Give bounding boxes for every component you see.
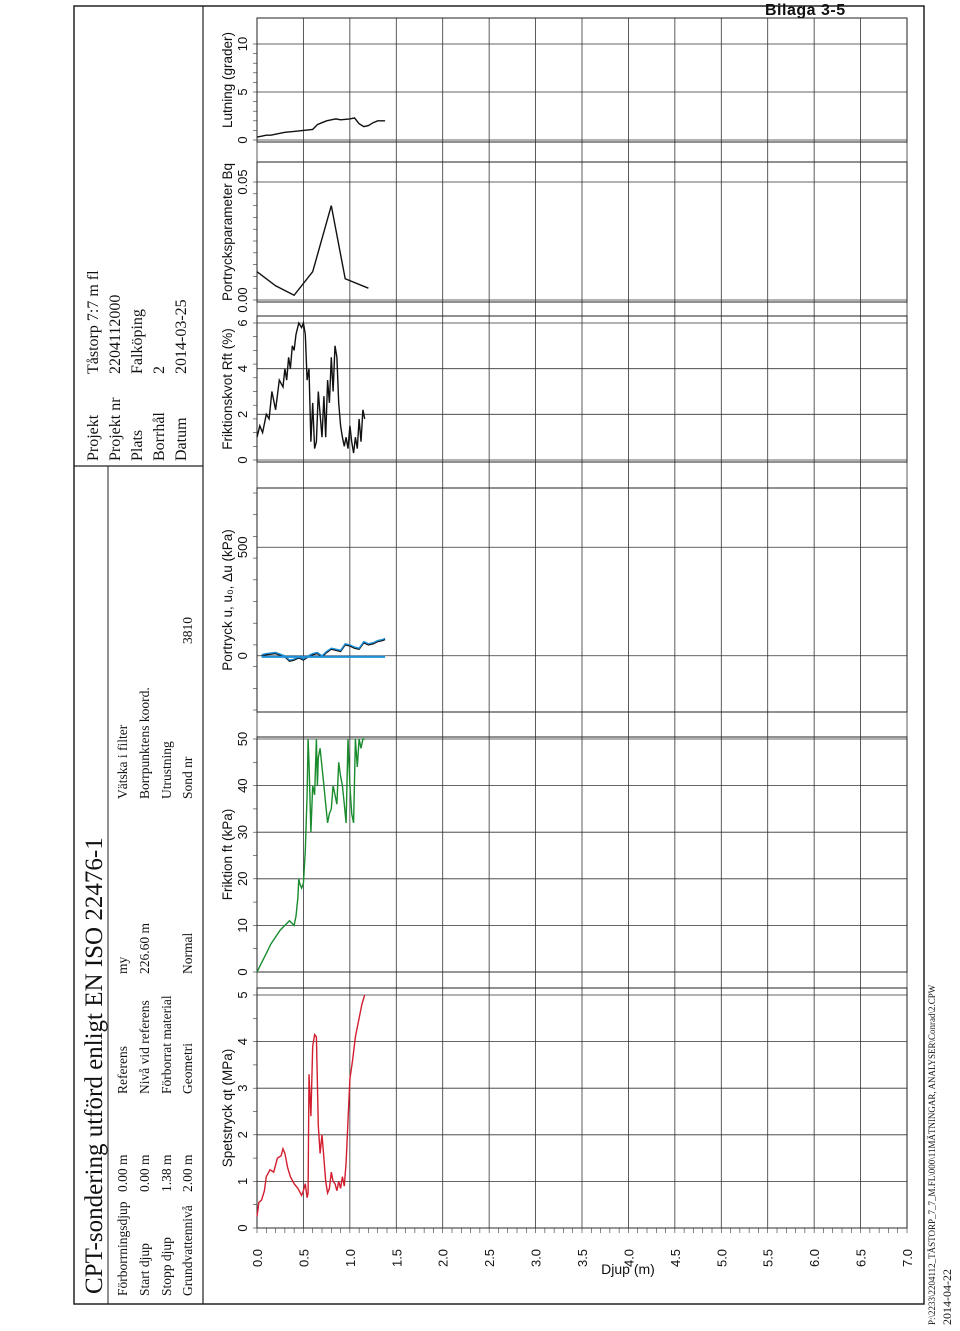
- depth-tick-label: 4.5: [668, 1249, 683, 1267]
- depth-tick-label: 2.5: [482, 1249, 497, 1267]
- header-value-col2-0: my: [115, 956, 130, 974]
- depth-tick-label: 1.0: [343, 1249, 358, 1267]
- header-value-col1-2: 1.38 m: [159, 1154, 174, 1192]
- header-label-col2-1: Nivå vid referens: [137, 1000, 152, 1094]
- depth-tick-label: 1.5: [389, 1249, 404, 1267]
- panel-label-qt: Spetstryck qt (MPa): [220, 1049, 235, 1168]
- panel-label-u: Portryck u, u₀, Δu (kPa): [220, 529, 235, 670]
- value-tick-label-qt: 3: [235, 1085, 250, 1092]
- value-tick-label-rf: 4: [235, 365, 250, 372]
- header-rotated: CPT-sondering utförd enligt EN ISO 22476…: [81, 270, 195, 1296]
- header-value-col3-3: 3810: [180, 617, 195, 644]
- header-label-col3-2: Utrustning: [159, 741, 174, 799]
- value-tick-label-qt: 0: [235, 1224, 250, 1231]
- header-value-col2-3: Normal: [180, 933, 195, 974]
- report-title: CPT-sondering utförd enligt EN ISO 22476…: [81, 837, 108, 1294]
- footer-path: P:\2233\2204112_TÅSTORP_7_7_M.FL\000\11M…: [927, 984, 937, 1325]
- series-line-bq-0: [256, 205, 369, 297]
- value-tick-label-bq: 0.00: [235, 287, 250, 312]
- depth-tick-label: 0.0: [250, 1249, 265, 1267]
- value-tick-label-u: 0: [235, 652, 250, 659]
- series-line-rf-0: [256, 320, 366, 454]
- header-label-col3-1: Borrpunktens koord.: [137, 687, 152, 799]
- header-label-col1-3: Grundvattennivå: [180, 1205, 195, 1296]
- value-tick-label-bq: 0.05: [235, 169, 250, 194]
- value-tick-label-rf: 0: [235, 456, 250, 463]
- appendix-label: Bilaga 3-5: [765, 2, 846, 19]
- value-tick-label-ft: 0: [235, 968, 250, 975]
- panel-frame-lutning: [256, 17, 908, 143]
- project-label-4: Datum: [173, 417, 190, 461]
- project-label-1: Projekt nr: [107, 397, 124, 461]
- project-label-3: Borrhål: [151, 412, 168, 461]
- header-label-col1-1: Start djup: [137, 1243, 152, 1296]
- header-value-col1-3: 2.00 m: [180, 1154, 195, 1192]
- header-value-col1-0: 0.00 m: [115, 1154, 130, 1192]
- series-line-qt-0: [256, 994, 366, 1217]
- panel-label-ft: Friktion ft (kPa): [220, 809, 235, 901]
- depth-tick-label: 5.5: [761, 1249, 776, 1267]
- project-value-1: 2204112000: [107, 295, 124, 374]
- outer-frame: [73, 5, 925, 1305]
- depth-axis-label: Djup (m): [601, 1261, 655, 1277]
- series-line-lutning-0: [256, 117, 386, 138]
- value-tick-label-ft: 50: [235, 732, 250, 746]
- header-label-col2-2: Förborrat material: [159, 995, 174, 1094]
- series-line-u-2: [261, 637, 386, 661]
- series-line-ft-0: [256, 738, 365, 973]
- value-tick-label-u: 500: [235, 536, 250, 558]
- panel-label-bq: Portrycksparameter Bq: [220, 163, 235, 301]
- depth-tick-label: 2.0: [436, 1249, 451, 1267]
- panel-label-rf: Friktionskvot Rft (%): [220, 328, 235, 450]
- value-tick-label-qt: 4: [235, 1038, 250, 1045]
- header-label-col1-0: Förborrningsdjup: [115, 1201, 130, 1296]
- panel-frame-bq: [256, 161, 908, 303]
- header-value-col1-1: 0.00 m: [137, 1154, 152, 1192]
- header-label-col3-0: Vätska i filter: [115, 724, 130, 799]
- header-label-col2-0: Referens: [115, 1046, 130, 1094]
- footer-date: 2014-04-22: [940, 1269, 954, 1325]
- depth-tick-label: 6.0: [807, 1249, 822, 1267]
- header-label-col1-2: Stopp djup: [159, 1237, 174, 1296]
- header-block: CPT-sondering utförd enligt EN ISO 22476…: [81, 270, 195, 1296]
- value-tick-label-rf: 6: [235, 319, 250, 326]
- value-tick-label-lutning: 10: [235, 37, 250, 51]
- value-tick-label-ft: 10: [235, 918, 250, 932]
- series-line-u-0: [261, 638, 386, 662]
- cpt-chart: 0.0 0.5 1.0 1.5 2.0 2.5 3.0 3.5 4.0 4.5 5.0 5.5 6.0 6…: [220, 17, 954, 1325]
- value-tick-label-rf: 2: [235, 411, 250, 418]
- header-value-col2-1: 226.60 m: [137, 923, 152, 975]
- depth-tick-label: 4.0: [621, 1249, 636, 1267]
- panel-label-lutning: Lutning (grader): [220, 32, 235, 128]
- value-tick-label-qt: 2: [235, 1131, 250, 1138]
- value-tick-label-qt: 5: [235, 991, 250, 998]
- header-label-col2-3: Geometri: [180, 1043, 195, 1094]
- project-value-2: Falköping: [129, 309, 146, 374]
- project-label-2: Plats: [129, 430, 146, 461]
- value-tick-label-lutning: 5: [235, 88, 250, 95]
- project-value-4: 2014-03-25: [173, 299, 190, 374]
- panel-frame-rf: [256, 315, 908, 463]
- header-label-col3-3: Sond nr: [180, 756, 195, 799]
- depth-tick-label: 0.5: [296, 1249, 311, 1267]
- value-tick-label-lutning: 0: [235, 136, 250, 143]
- depth-tick-label: 6.5: [854, 1249, 869, 1267]
- depth-tick-label: 3.0: [529, 1249, 544, 1267]
- depth-tick-label: 7.0: [900, 1249, 915, 1267]
- value-tick-label-ft: 20: [235, 872, 250, 886]
- panel-frame-u: [256, 487, 908, 713]
- value-tick-label-ft: 40: [235, 778, 250, 792]
- depth-tick-label: 5.0: [714, 1249, 729, 1267]
- project-label-0: Projekt: [85, 414, 102, 461]
- footer-block: P:\2233\2204112_TÅSTORP_7_7_M.FL\000\11M…: [927, 984, 954, 1325]
- project-value-3: 2: [151, 366, 168, 374]
- project-value-0: Tåstorp 7:7 m fl: [85, 270, 102, 374]
- value-tick-label-qt: 1: [235, 1178, 250, 1185]
- depth-tick-label: 3.5: [575, 1249, 590, 1267]
- value-tick-label-ft: 30: [235, 825, 250, 839]
